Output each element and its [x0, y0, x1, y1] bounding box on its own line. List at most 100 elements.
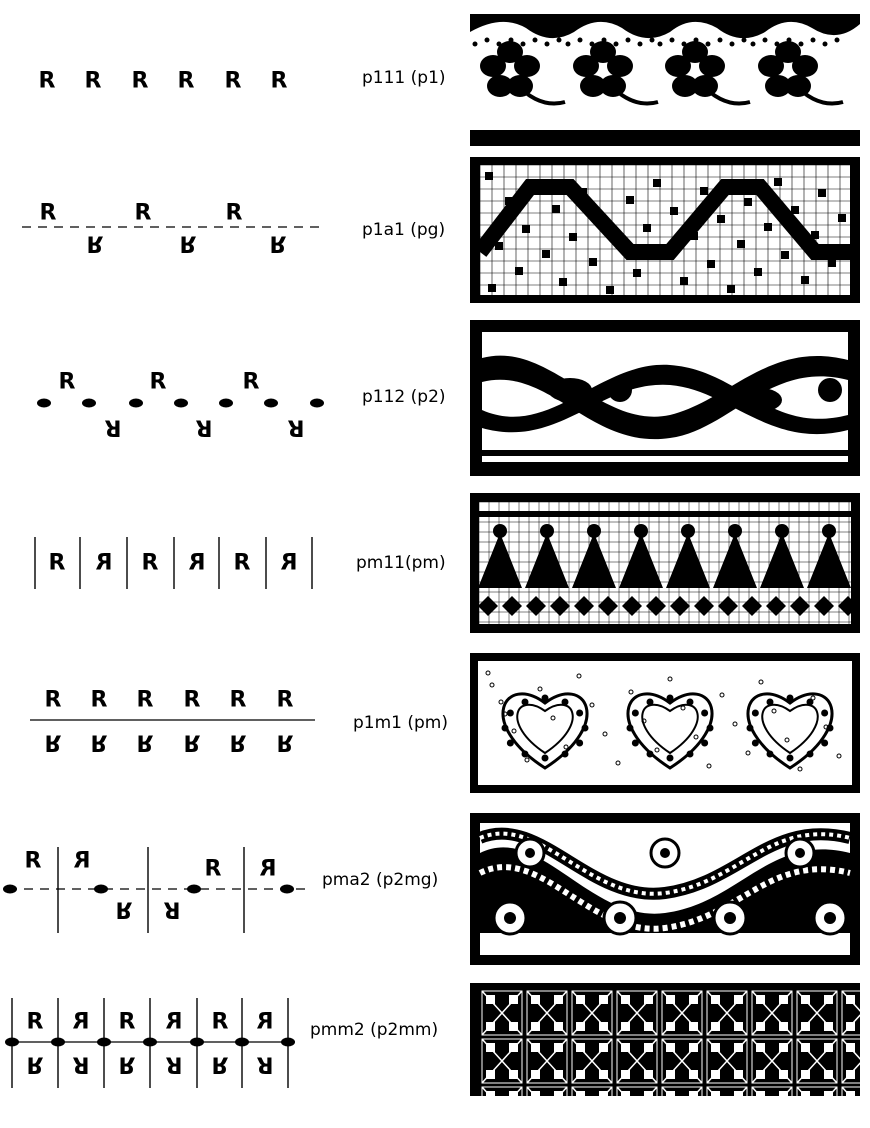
- glyph-r-flipped: R: [184, 730, 201, 755]
- rotation-center-dot: [143, 1038, 157, 1047]
- symmetry-diagram-p1a1: R R R R R R: [0, 157, 340, 307]
- glyph-r: R: [225, 69, 242, 94]
- frieze-image-crossstitch: [470, 493, 860, 633]
- frieze-group-label: p111 (p1): [362, 68, 446, 88]
- glyph-r-mirrored: R: [188, 551, 205, 576]
- rotation-center-dot: [310, 399, 324, 408]
- glyph-r: R: [226, 201, 243, 226]
- glyph-r-rotated: R: [104, 415, 121, 440]
- rotation-center-dot: [97, 1038, 111, 1047]
- glyph-r-rotated: R: [287, 415, 304, 440]
- frieze-group-label: pm11(pm): [356, 553, 446, 573]
- symmetry-diagram-p112: R R R R R R: [0, 320, 340, 470]
- glyph-r-flipped: R: [27, 1052, 44, 1077]
- rotation-center-dot: [187, 885, 201, 894]
- glyph-r: R: [27, 1010, 44, 1035]
- glyph-r: R: [243, 370, 260, 395]
- glyph-r: R: [59, 370, 76, 395]
- glyph-r-flipped: R: [119, 1052, 136, 1077]
- rotation-center-dot: [190, 1038, 204, 1047]
- glyph-r-mirrored: R: [73, 849, 90, 874]
- frieze-image-zigzag: [470, 157, 860, 303]
- glyph-r: R: [184, 688, 201, 713]
- glyph-r: R: [25, 849, 42, 874]
- frieze-row-p1a1: R R R R R R p1a1 (pg): [0, 157, 870, 307]
- rotation-center-dot: [129, 399, 143, 408]
- rotation-center-dot: [5, 1038, 19, 1047]
- rotation-center-dot: [280, 885, 294, 894]
- rotation-center-dot: [3, 885, 17, 894]
- frieze-image-flowerwave: [470, 813, 860, 965]
- glyph-r: R: [277, 688, 294, 713]
- frieze-image-tiles: [470, 983, 860, 1096]
- glyph-r-rotated: R: [256, 1052, 273, 1077]
- rotation-center-dot: [174, 399, 188, 408]
- frieze-row-p112: R R R R R R p112 (p2): [0, 320, 870, 470]
- glyph-r: R: [150, 370, 167, 395]
- glyph-r: R: [39, 69, 56, 94]
- rotation-center-dot: [235, 1038, 249, 1047]
- glyph-r-flipped: R: [116, 897, 133, 922]
- glyph-r-flipped: R: [212, 1052, 229, 1077]
- rotation-center-dot: [51, 1038, 65, 1047]
- glyph-r-mirrored: R: [280, 551, 297, 576]
- glyph-r-rotated: R: [195, 415, 212, 440]
- glyph-r-rotated: R: [165, 1052, 182, 1077]
- frieze-group-label: p1m1 (pm): [353, 713, 448, 733]
- glyph-r-flipped: R: [45, 730, 62, 755]
- frieze-group-label: p112 (p2): [362, 387, 446, 407]
- glyph-r-rotated: R: [72, 1052, 89, 1077]
- glyph-r: R: [132, 69, 149, 94]
- glyph-r: R: [85, 69, 102, 94]
- glyph-r-flipped: R: [270, 231, 287, 256]
- symmetry-diagram-pma2: R RR RR R: [0, 813, 340, 963]
- rotation-center-dot: [94, 885, 108, 894]
- frieze-row-p111: R R R R R R p111 (p1): [0, 0, 870, 150]
- glyph-r-mirrored: R: [165, 1010, 182, 1035]
- glyph-r: R: [234, 551, 251, 576]
- glyph-r: R: [142, 551, 159, 576]
- glyph-r: R: [137, 688, 154, 713]
- rotation-center-dot: [264, 399, 278, 408]
- glyph-r-mirrored: R: [72, 1010, 89, 1035]
- glyph-r: R: [212, 1010, 229, 1035]
- rotation-center-dot: [281, 1038, 295, 1047]
- glyph-r-mirrored: R: [256, 1010, 273, 1035]
- rotation-center-dot: [82, 399, 96, 408]
- glyph-r: R: [91, 688, 108, 713]
- glyph-r-flipped: R: [180, 231, 197, 256]
- glyph-r-flipped: R: [137, 730, 154, 755]
- glyph-r-mirrored: R: [95, 551, 112, 576]
- frieze-group-label: p1a1 (pg): [362, 220, 445, 240]
- glyph-r: R: [119, 1010, 136, 1035]
- glyph-r: R: [178, 69, 195, 94]
- glyph-r-flipped: R: [87, 231, 104, 256]
- frieze-group-label: pma2 (p2mg): [322, 870, 438, 890]
- frieze-image-hearts: [470, 653, 860, 793]
- glyph-r: R: [230, 688, 247, 713]
- glyph-r-flipped: R: [277, 730, 294, 755]
- glyph-r-rotated: R: [163, 897, 180, 922]
- glyph-r: R: [40, 201, 57, 226]
- frieze-row-pm11: R R R R R R pm11(pm): [0, 493, 870, 643]
- glyph-r: R: [205, 857, 222, 882]
- glyph-r-flipped: R: [91, 730, 108, 755]
- rotation-center-dot: [37, 399, 51, 408]
- glyph-r-flipped: R: [230, 730, 247, 755]
- frieze-image-floral: [470, 14, 860, 146]
- glyph-r: R: [271, 69, 288, 94]
- glyph-r: R: [49, 551, 66, 576]
- glyph-r: R: [135, 201, 152, 226]
- glyph-r: R: [45, 688, 62, 713]
- frieze-image-vine: [470, 320, 860, 476]
- frieze-group-label: pmm2 (p2mm): [310, 1020, 438, 1040]
- glyph-r-mirrored: R: [259, 857, 276, 882]
- rotation-center-dot: [219, 399, 233, 408]
